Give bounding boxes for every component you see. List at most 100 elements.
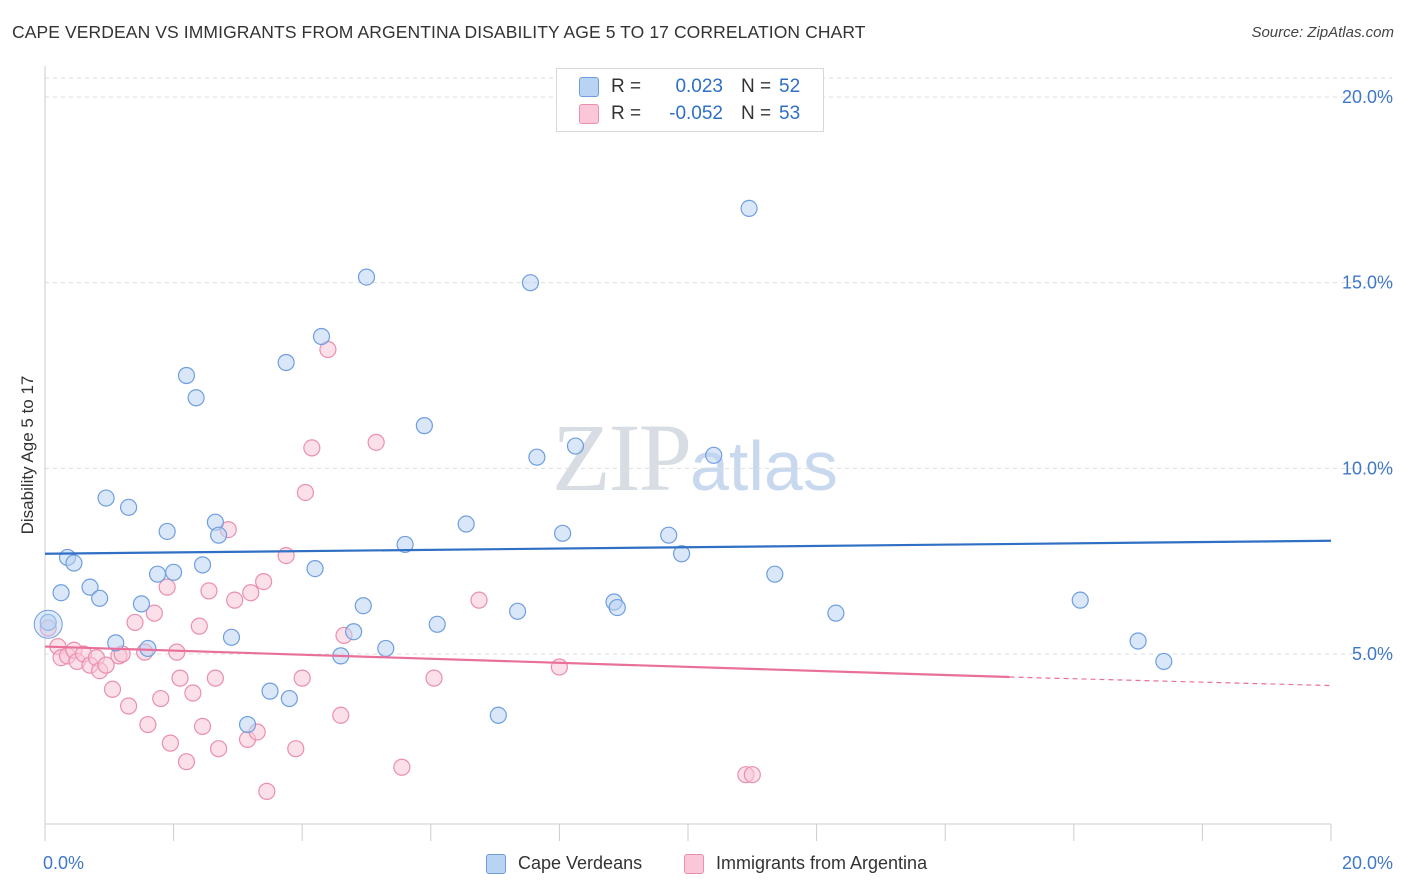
point-cape-verdean <box>65 554 83 572</box>
point-argentina <box>258 782 276 800</box>
point-argentina <box>171 669 189 687</box>
point-argentina <box>470 591 488 609</box>
point-cape-verdean <box>187 389 205 407</box>
point-cape-verdean <box>1155 652 1173 671</box>
series-legend: Cape Verdeans Immigrants from Argentina <box>0 853 1406 877</box>
point-cape-verdean <box>566 437 585 455</box>
point-cape-verdean <box>396 535 414 554</box>
point-argentina <box>145 604 163 622</box>
point-cape-verdean <box>660 526 678 544</box>
legend-label-argentina: Immigrants from Argentina <box>716 853 928 873</box>
point-argentina <box>550 658 569 676</box>
correlation-legend: R = 0.023 N = 52 R = -0.052 N = 53 <box>556 68 824 132</box>
legend-item-argentina[interactable]: Immigrants from Argentina <box>684 853 927 874</box>
y-tick-label: 20.0% <box>1342 87 1393 107</box>
point-cape-verdean <box>345 623 363 641</box>
point-cape-verdean <box>119 498 138 516</box>
trendline-cape-verdean <box>44 539 1332 555</box>
point-cape-verdean <box>509 602 527 620</box>
point-argentina <box>126 613 144 632</box>
point-argentina <box>425 669 443 687</box>
y-tick-label: 15.0% <box>1342 273 1393 293</box>
point-argentina <box>226 591 244 609</box>
point-cape-verdean <box>91 589 109 607</box>
legend-swatch-blue <box>486 853 506 874</box>
point-cape-verdean <box>261 682 279 700</box>
grid-lines <box>45 77 1392 655</box>
legend-r-label: R = <box>611 76 642 97</box>
legend-row-cape-verdean: R = 0.023 N = 52 <box>579 75 800 99</box>
point-argentina <box>152 689 170 708</box>
point-argentina <box>177 753 196 771</box>
point-cape-verdean <box>489 706 507 724</box>
legend-item-cape-verdeans[interactable]: Cape Verdeans <box>486 853 642 874</box>
point-cape-verdean <box>52 584 70 602</box>
point-cape-verdean <box>377 639 395 658</box>
point-cape-verdean <box>1129 632 1147 650</box>
point-cape-verdean <box>193 556 212 574</box>
point-cape-verdean <box>177 366 196 385</box>
point-argentina <box>393 758 411 776</box>
trend-lines <box>44 539 1332 687</box>
chart-title: CAPE VERDEAN VS IMMIGRANTS FROM ARGENTIN… <box>12 22 866 42</box>
point-cape-verdean <box>357 268 376 286</box>
point-cape-verdean <box>97 489 115 507</box>
y-tick-label: 5.0% <box>1352 644 1393 664</box>
point-argentina <box>293 669 311 687</box>
legend-r-label: R = <box>611 103 642 124</box>
legend-n-value: 53 <box>779 103 801 124</box>
legend-n-value: 52 <box>779 76 801 97</box>
legend-swatch-pink <box>684 853 704 874</box>
y-axis-label: Disability Age 5 to 17 <box>18 375 37 535</box>
point-argentina <box>161 734 179 752</box>
point-argentina <box>287 740 305 758</box>
point-argentina <box>190 617 208 635</box>
point-argentina <box>158 578 176 596</box>
point-cape-verdean <box>827 604 845 622</box>
legend-r-value: -0.052 <box>669 103 723 124</box>
x-tick-label-max: 20.0% <box>1342 853 1393 873</box>
legend-label-cape-verdeans: Cape Verdeans <box>518 853 643 873</box>
point-cape-verdean <box>210 526 228 544</box>
point-argentina <box>103 680 122 698</box>
point-cape-verdean <box>222 628 241 646</box>
point-argentina <box>303 439 321 457</box>
point-cape-verdean <box>280 689 298 708</box>
point-argentina <box>200 582 218 600</box>
point-cape-verdean <box>705 446 723 464</box>
point-argentina <box>206 669 224 687</box>
point-cape-verdean <box>528 448 546 466</box>
point-cape-verdean <box>415 417 433 435</box>
trendline-argentina-extrapolated <box>1009 676 1332 687</box>
point-cape-verdean <box>428 615 446 633</box>
point-cape-verdean <box>306 559 324 578</box>
point-argentina <box>367 433 385 451</box>
point-cape-verdean <box>312 327 331 346</box>
point-argentina <box>119 697 138 715</box>
point-argentina <box>332 706 350 724</box>
point-argentina <box>296 483 315 502</box>
legend-n-label: N = <box>741 76 772 97</box>
series-cape-verdean-points <box>33 199 1173 734</box>
tick-labels: 5.0% 10.0% 15.0% 20.0% 0.0% 20.0% <box>43 87 1393 873</box>
point-argentina <box>255 572 273 591</box>
point-cape-verdean <box>672 545 691 563</box>
point-cape-verdean <box>165 563 183 581</box>
point-argentina <box>168 643 186 661</box>
point-cape-verdean <box>107 634 125 652</box>
point-cape-verdean <box>81 578 99 596</box>
point-cape-verdean <box>554 524 572 542</box>
point-cape-verdean <box>521 274 540 292</box>
point-argentina <box>743 766 761 784</box>
trendline-argentina <box>44 645 1010 679</box>
series-argentina-points <box>39 340 761 800</box>
y-tick-label: 10.0% <box>1342 458 1393 478</box>
point-cape-verdean <box>132 595 151 613</box>
legend-swatch-pink <box>579 104 599 124</box>
chart-source: Source: ZipAtlas.com <box>1251 24 1394 41</box>
point-cape-verdean <box>766 565 784 583</box>
watermark-zip: ZIP <box>552 404 692 511</box>
point-argentina <box>97 656 115 674</box>
point-cape-verdean <box>608 598 626 617</box>
